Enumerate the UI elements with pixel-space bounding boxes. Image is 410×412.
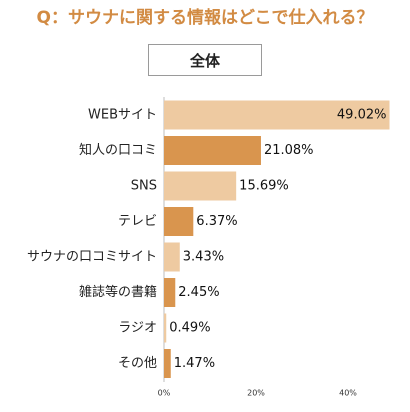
- category-label-3: テレビ: [118, 214, 157, 229]
- category-label-6: ラジオ: [118, 321, 157, 336]
- bar-7: [164, 349, 171, 378]
- value-label-4: 3.43%: [183, 250, 224, 265]
- x-tick-label-0: 0%: [158, 389, 171, 398]
- segment-label: 全体: [189, 51, 220, 70]
- value-label-6: 0.49%: [169, 321, 210, 336]
- category-label-0: WEBサイト: [88, 108, 157, 123]
- bar-5: [164, 278, 176, 307]
- category-label-7: その他: [118, 356, 157, 371]
- category-label-2: SNS: [131, 179, 157, 194]
- x-tick-label-2: 40%: [339, 389, 357, 398]
- value-label-5: 2.45%: [178, 285, 219, 300]
- bar-3: [164, 207, 194, 236]
- category-label-1: 知人の口コミ: [79, 142, 157, 158]
- value-label-1: 21.08%: [264, 143, 314, 158]
- value-label-0: 49.02%: [337, 108, 387, 123]
- value-label-2: 15.69%: [239, 179, 289, 194]
- chart-title: Q：サウナに関する情報はどこで仕入れる？: [36, 8, 374, 28]
- category-label-4: サウナの口コミサイト: [27, 250, 157, 265]
- bar-1: [164, 136, 261, 165]
- x-tick-label-1: 20%: [247, 389, 265, 398]
- bar-0: [164, 100, 390, 130]
- bar-6: [164, 313, 167, 343]
- bar-4: [164, 242, 180, 272]
- segment-box: 全体: [148, 44, 262, 76]
- value-label-3: 6.37%: [196, 214, 237, 229]
- value-label-7: 1.47%: [174, 356, 215, 371]
- category-label-5: 雑誌等の書籍: [79, 284, 157, 300]
- bar-2: [164, 171, 237, 201]
